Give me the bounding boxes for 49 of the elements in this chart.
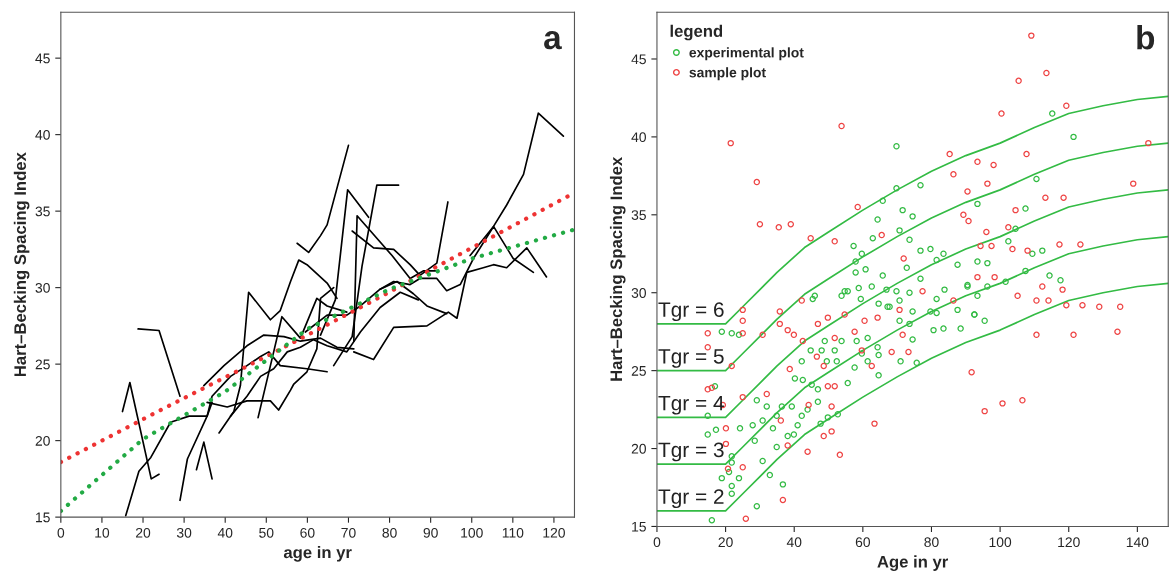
x-tick-label: 40: [786, 537, 802, 548]
x-tick-label: 50: [259, 527, 274, 538]
series-label: Tgr = 5: [658, 349, 724, 368]
legend-label: experimental plot: [689, 47, 804, 61]
y-tick-label: 40: [35, 129, 50, 140]
y-tick-label: 35: [631, 210, 646, 220]
x-tick-label: 10: [95, 527, 110, 538]
x-tick-label: 100: [461, 527, 483, 538]
x-tick-label: 20: [136, 527, 151, 538]
x-tick-label: 0: [653, 537, 661, 548]
y-axis-title: Hart–Becking Spacing Index: [609, 156, 626, 381]
series-label: Tgr = 6: [658, 302, 724, 322]
x-tick-label: 100: [989, 537, 1012, 548]
x-tick-label: 40: [217, 527, 233, 538]
legend-title: legend: [670, 24, 723, 41]
x-tick-label: 30: [176, 527, 192, 538]
y-tick-label: 30: [631, 288, 646, 298]
y-tick-label: 45: [35, 53, 50, 64]
y-tick-label: 20: [35, 435, 50, 446]
x-tick-label: 90: [423, 527, 438, 538]
y-tick-label: 20: [631, 443, 646, 454]
y-axis-title: Hart–Becking Spacing Index: [13, 152, 30, 377]
x-tick-label: 120: [1058, 537, 1080, 548]
legend-label: sample plot: [689, 67, 766, 81]
x-axis-title: Age in yr: [877, 555, 949, 571]
x-tick-label: 140: [1126, 537, 1149, 548]
y-tick-label: 25: [35, 359, 50, 370]
series-label: Tgr = 4: [658, 395, 724, 415]
x-tick-label: 120: [543, 527, 565, 538]
x-tick-label: 20: [718, 537, 733, 548]
series-label: Tgr = 2: [658, 489, 724, 509]
x-axis-title: age in yr: [283, 546, 352, 562]
x-tick-label: 80: [382, 527, 397, 538]
annotation: b: [1137, 25, 1155, 50]
x-tick-label: 80: [924, 537, 939, 548]
annotation: a: [544, 31, 562, 50]
y-tick-label: 40: [631, 132, 646, 143]
y-tick-label: 35: [35, 206, 50, 217]
x-tick-label: 70: [341, 527, 356, 538]
series-label: Tgr = 3: [658, 442, 724, 462]
x-tick-label: 0: [57, 527, 65, 538]
x-tick-label: 60: [300, 527, 315, 538]
x-tick-label: 60: [855, 537, 871, 548]
y-tick-label: 15: [36, 512, 50, 523]
y-tick-label: 25: [631, 365, 646, 376]
y-tick-label: 15: [632, 521, 646, 532]
y-tick-label: 45: [631, 54, 646, 65]
x-tick-label: 110: [502, 527, 524, 538]
y-tick-label: 30: [35, 282, 50, 293]
